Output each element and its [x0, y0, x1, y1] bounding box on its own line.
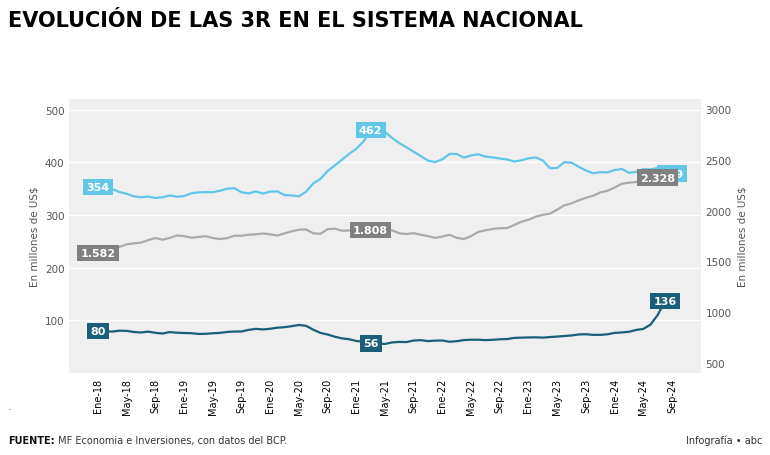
- Text: FUENTE:: FUENTE:: [8, 435, 55, 445]
- Text: 379: 379: [661, 169, 684, 179]
- Text: 56: 56: [363, 339, 378, 349]
- Y-axis label: En millones de US$: En millones de US$: [29, 187, 39, 287]
- Text: 136: 136: [653, 297, 677, 307]
- Text: EVOLUCIÓN DE LAS 3R EN EL SISTEMA NACIONAL: EVOLUCIÓN DE LAS 3R EN EL SISTEMA NACION…: [8, 11, 583, 31]
- Text: 1.582: 1.582: [80, 248, 116, 258]
- Text: 1.808: 1.808: [353, 226, 388, 236]
- Y-axis label: En millones de US$: En millones de US$: [738, 187, 748, 287]
- Text: 354: 354: [86, 182, 109, 192]
- Text: 80: 80: [90, 326, 105, 336]
- Text: Infografía • abc: Infografía • abc: [686, 435, 762, 445]
- Text: ·: ·: [8, 403, 12, 416]
- Text: MF Economia e Inversiones, con datos del BCP.: MF Economia e Inversiones, con datos del…: [55, 435, 288, 445]
- Text: 2.328: 2.328: [640, 173, 675, 183]
- Text: 462: 462: [359, 126, 383, 136]
